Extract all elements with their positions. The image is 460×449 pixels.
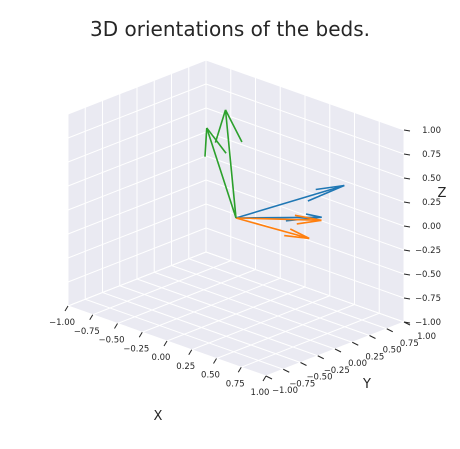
gridlines	[67, 59, 405, 377]
arrow-shaft	[224, 109, 237, 219]
x-axis-ticks: −1.00−0.75−0.50−0.250.00 0.25 0.50 0.75 1.00	[49, 305, 270, 398]
x-axis-tick-label: 1.00	[251, 388, 270, 398]
x-axis-tick-label: −0.25	[123, 344, 149, 354]
x-axis-tick	[262, 375, 267, 382]
floor-grid-x	[241, 312, 380, 368]
arrow-head	[204, 127, 208, 157]
y-axis-tick	[283, 368, 290, 373]
x-axis-tick	[237, 366, 242, 373]
z-axis-tick	[403, 129, 411, 132]
arrow-head	[284, 234, 310, 240]
y-axis-tick-label: 0.25	[365, 352, 384, 362]
z-axis-tick-label: 0.00	[422, 222, 441, 232]
arrow-head	[214, 109, 227, 143]
y-axis-tick	[369, 335, 376, 339]
y-axis-tick	[300, 362, 307, 366]
arrow-head	[305, 213, 322, 219]
z-axis-tick-label: 1.00	[422, 126, 441, 136]
arrow-head	[289, 228, 310, 240]
x-axis-tick	[188, 349, 193, 356]
y-axis-tick-label: 1.00	[417, 332, 436, 342]
x-axis-tick-label: 0.75	[226, 379, 245, 389]
z-axis-tick	[403, 297, 411, 300]
floor-grid-y	[188, 258, 387, 330]
y-axis-tick	[352, 341, 359, 346]
y-axis-label: Y	[362, 377, 371, 392]
z-axis-tick-label: 0.50	[422, 174, 441, 184]
back-grid-z	[205, 131, 405, 203]
z-axis-tick	[403, 273, 411, 276]
y-axis-tick-label: 0.00	[348, 359, 367, 369]
x-axis-tick	[114, 323, 118, 329]
z-axis-label: Z	[438, 186, 447, 201]
z-axis-tick-label: 0.75	[422, 150, 441, 160]
x-axis-tick-label: −1.00	[49, 318, 75, 328]
z-axis-tick-label: −0.25	[415, 246, 441, 256]
arrow-head	[307, 184, 345, 202]
left-grid-z	[67, 131, 207, 187]
left-grid-z	[67, 155, 207, 211]
x-axis-tick-label: 0.25	[176, 362, 195, 372]
y-axis-ticks: −1.00−0.75−0.50−0.250.000.250.500.751.00	[265, 321, 436, 396]
z-axis-tick	[403, 201, 411, 204]
back-grid-z	[205, 83, 405, 155]
z-axis-tick-label: 0.25	[422, 198, 441, 208]
x-axis-tick-label: 0.50	[201, 371, 220, 381]
chart-title: 3D orientations of the beds.	[90, 17, 370, 41]
z-axis-tick-label: −0.75	[415, 294, 441, 304]
y-axis-tick-label: −0.75	[289, 379, 315, 389]
x-axis-tick-label: 0.00	[152, 353, 171, 363]
x-axis-tick	[64, 305, 69, 312]
y-axis-tick-label: −0.25	[324, 366, 350, 376]
vector-arrows	[204, 109, 345, 240]
z-axis-ticks: −1.00 −0.75 −0.50 −0.25 0.00 0.25 0.50 0.75 1.00	[403, 126, 441, 328]
z-axis-tick	[403, 225, 411, 228]
z-axis-tick	[403, 249, 411, 252]
y-axis-tick	[265, 375, 273, 380]
y-axis-tick-label: 0.75	[400, 339, 419, 349]
floor-grid-y	[154, 271, 353, 343]
left-grid-z	[67, 107, 207, 163]
arrow-head	[224, 109, 243, 143]
back-grid-z	[205, 59, 405, 131]
floor-grid-x	[191, 295, 330, 351]
floor-grid-y	[171, 265, 370, 336]
y-axis-tick-label: −0.50	[306, 373, 332, 383]
back-grid-z	[205, 155, 405, 227]
y-axis-tick-label: 0.50	[383, 346, 402, 356]
z-axis-tick	[403, 177, 411, 180]
x-axis-tick	[213, 358, 217, 364]
arrow-shaft	[235, 217, 310, 240]
x-axis-tick	[163, 340, 168, 347]
arrow-head	[296, 219, 322, 225]
z-axis-tick-label: −0.50	[415, 270, 441, 280]
left-grid-z	[67, 83, 207, 139]
y-axis-tick-label: −1.00	[272, 386, 298, 396]
left-grid-z	[67, 59, 207, 115]
arrow-shaft	[235, 217, 322, 222]
x-axis-tick	[138, 331, 143, 338]
x-axis-tick	[89, 314, 94, 321]
floor-grid-x	[216, 304, 355, 359]
z-axis-tick	[403, 321, 411, 324]
arrow-head	[206, 127, 227, 154]
y-axis-tick	[386, 328, 393, 333]
arrow-shaft	[235, 184, 345, 219]
x-axis-tick-label: −0.75	[74, 327, 100, 337]
floor-grid-y	[136, 278, 336, 350]
arrow-shaft	[205, 127, 237, 219]
arrow-head	[315, 184, 345, 191]
z-axis-tick-label: −1.00	[415, 318, 441, 328]
back-grid-z	[205, 107, 405, 179]
x-axis-label: X	[154, 409, 163, 424]
x-axis-tick-label: −0.50	[98, 336, 124, 346]
y-axis-tick	[334, 348, 342, 353]
floor-grid-y	[205, 251, 405, 323]
z-axis-tick	[403, 153, 411, 156]
y-axis-tick	[317, 355, 324, 360]
arrow-head	[294, 214, 322, 222]
